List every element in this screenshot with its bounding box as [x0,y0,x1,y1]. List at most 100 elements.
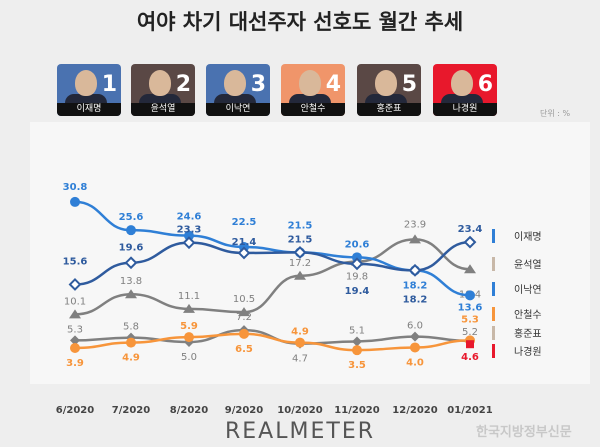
data-label: 4.9 [122,353,140,364]
data-point [410,342,420,353]
candidate-name: 윤석열 [131,103,195,116]
candidate-card: 3 이낙연 [206,64,270,116]
data-label: 10.5 [233,294,255,305]
candidate-name: 안철수 [281,103,345,116]
x-tick-label: 9/2020 [225,405,263,416]
data-label: 23.4 [458,224,483,235]
legend-swatch [492,307,495,321]
realmeter-logo: REALMETER [225,419,375,444]
data-label: 5.3 [67,324,83,335]
data-point [410,331,420,342]
legend-label: 이낙연 [514,284,542,296]
data-label: 30.8 [63,182,88,193]
candidate-photo [139,94,181,103]
data-label: 5.1 [349,325,365,336]
candidate-name: 이재명 [57,103,121,116]
data-label: 19.6 [119,243,144,254]
data-label: 13.8 [120,276,142,287]
data-label: 3.5 [348,360,366,371]
candidate-name: 이낙연 [206,103,270,116]
data-label: 6.0 [407,321,423,332]
data-point [409,234,421,244]
data-label: 17.2 [289,258,311,269]
data-point [294,270,306,280]
candidate-card: 5 홍준표 [357,64,421,116]
data-label: 3.9 [66,358,84,369]
legend-label: 나경원 [514,345,542,358]
data-point [124,256,138,270]
candidate-card: 1 이재명 [57,64,121,116]
data-label: 19.4 [345,286,370,297]
data-label: 5.2 [462,327,478,338]
data-label: 5.9 [180,321,198,332]
data-point [70,196,80,207]
chart-title: 여야 차기 대선주자 선호도 월간 추세 [136,10,464,34]
data-label: 22.5 [232,217,257,228]
x-tick-label: 7/2020 [112,405,150,416]
data-point [70,335,80,346]
candidate-face [224,70,246,96]
candidate-photo [214,94,256,103]
data-label: 4.9 [291,327,309,338]
data-point [464,264,476,274]
data-label: 7.2 [236,312,252,323]
data-label: 21.4 [232,237,257,248]
data-label: 19.8 [346,272,368,283]
data-label: 11.1 [178,291,200,302]
data-point [68,278,82,291]
legend-swatch [492,229,495,243]
candidate-photo [289,94,331,103]
candidate-card: 2 윤석열 [131,64,195,116]
candidate-face [451,70,473,96]
legend-label: 이재명 [514,231,542,243]
data-label: 20.6 [345,239,370,250]
candidate-face [375,70,397,96]
candidate-face [299,70,321,96]
data-label: 13.6 [458,302,483,313]
x-tick-label: 10/2020 [277,405,322,416]
candidate-name: 나경원 [433,103,497,116]
candidate-card: 6 나경원 [433,64,497,116]
data-point [352,336,362,347]
data-label: 18.2 [403,294,428,305]
candidate-photo [65,94,107,103]
data-label: 5.3 [461,314,479,325]
data-point [238,307,250,317]
data-point [463,235,477,249]
data-label: 24.6 [177,212,202,223]
data-label: 25.6 [119,212,144,223]
data-label: 18.2 [403,280,428,291]
x-tick-label: 12/2020 [392,405,437,416]
legend-label: 윤석열 [514,259,542,271]
data-label: 23.3 [177,225,202,236]
data-point [70,343,80,353]
data-point [69,309,81,319]
data-point [184,332,194,343]
candidate-number: 5 [401,72,417,97]
data-point [125,289,137,299]
data-label: 10.1 [64,296,86,307]
legend-swatch [492,282,495,296]
series-line [74,328,471,345]
data-point [126,225,136,236]
series-line [74,332,471,352]
data-point [466,340,474,349]
x-tick-label: 11/2020 [334,405,379,416]
legend-swatch [492,257,495,271]
data-label: 4.6 [461,352,479,363]
data-point [293,246,307,259]
watermark: 한국지방정부신문 [476,425,572,440]
data-point [184,230,194,241]
data-point [183,303,195,313]
x-tick-label: 01/2021 [447,405,492,416]
candidate-number: 3 [250,72,266,97]
data-label: 4.7 [292,354,308,365]
legend-swatch [492,344,495,358]
data-label: 6.5 [235,344,253,355]
candidate-number: 6 [477,72,493,97]
data-label: 4.0 [406,357,424,368]
data-point [408,263,422,277]
data-label: 23.9 [404,219,426,230]
legend-swatch [492,326,495,340]
